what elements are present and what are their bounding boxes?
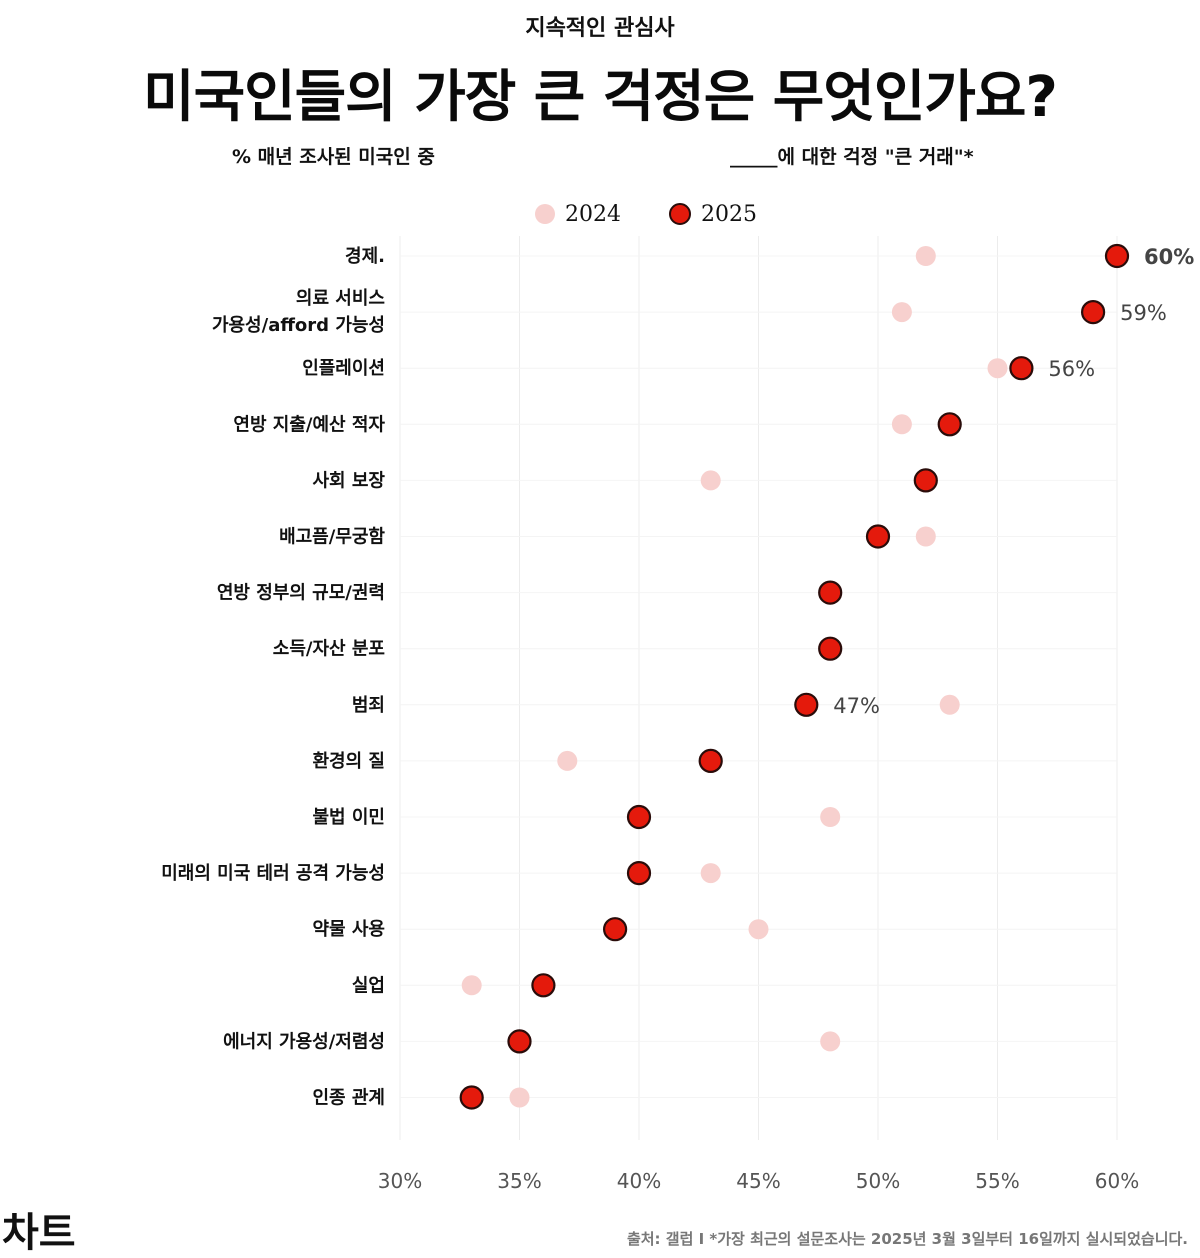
- legend-item-2025: 2025: [669, 202, 757, 227]
- dot-2024: [557, 750, 578, 771]
- dot-2025: [698, 748, 723, 774]
- dot-2025: [507, 1029, 532, 1054]
- category-label: 소득/자산 분포: [273, 639, 385, 660]
- chart-kicker: 지속적인 관심사: [525, 16, 675, 41]
- category-label: 사회 보장: [312, 470, 385, 491]
- dot-2025: [913, 468, 938, 493]
- dot-2025: [794, 692, 819, 717]
- chart-subtitle-left: % 매년 조사된 미국인 중: [232, 146, 435, 168]
- x-tick-label: 40%: [617, 1169, 661, 1193]
- x-tick-label: 45%: [736, 1169, 780, 1193]
- legend-label-2024: 2024: [565, 201, 621, 227]
- dot-2024: [820, 1031, 841, 1052]
- category-label: 의료 서비스 가용성/afford 가능성: [212, 288, 385, 336]
- chart-title: 미국인들의 가장 큰 걱정은 무엇인가요?: [143, 65, 1058, 130]
- source-note: 출처: 갤럽 I *가장 최근의 설문조사는 2025년 3월 3일부터 16일…: [626, 1230, 1188, 1248]
- x-tick-label: 55%: [975, 1169, 1019, 1193]
- data-label: 56%: [1048, 357, 1095, 381]
- dot-2024: [700, 470, 721, 491]
- dot-2025: [937, 412, 962, 437]
- chart-subtitle-right: _____에 대한 걱정 "큰 거래"*: [730, 146, 974, 168]
- category-label: 에너지 가용성/저렴성: [223, 1031, 385, 1052]
- category-label: 배고픔/무궁함: [279, 526, 385, 548]
- category-label: 연방 정부의 규모/권력: [217, 583, 385, 604]
- category-label: 연방 지출/예산 적자: [233, 414, 385, 435]
- data-label: 59%: [1120, 301, 1167, 325]
- dot-2024: [891, 302, 912, 323]
- dot-2025: [531, 973, 556, 998]
- legend-swatch-2025: [669, 203, 691, 225]
- data-label: 47%: [833, 694, 880, 718]
- category-label: 인종 관계: [312, 1088, 385, 1109]
- chart-legend: 2024 2025: [535, 198, 757, 230]
- legend-swatch-2024: [535, 204, 555, 224]
- dot-2025: [459, 1085, 484, 1110]
- category-label: 미래의 미국 테러 공격 가능성: [161, 863, 385, 884]
- dot-2025: [818, 580, 843, 605]
- x-tick-label: 60%: [1095, 1169, 1139, 1193]
- x-tick-label: 30%: [378, 1169, 422, 1193]
- category-label: 환경의 질: [312, 750, 385, 772]
- dot-2024: [748, 919, 769, 940]
- dot-2025: [626, 804, 652, 830]
- category-label: 인플레이션: [302, 358, 385, 379]
- brand-logo-text: 차트: [2, 1210, 76, 1256]
- data-label: 60%: [1144, 245, 1194, 269]
- dot-2024: [461, 975, 482, 996]
- dot-2024: [939, 694, 960, 715]
- dot-2024: [891, 414, 912, 435]
- legend-item-2024: 2024: [535, 202, 621, 227]
- category-label: 경제.: [345, 246, 385, 267]
- dot-2025: [1009, 356, 1034, 381]
- dot-2024: [509, 1087, 530, 1108]
- dot-2025: [1080, 300, 1106, 325]
- dot-2024: [820, 807, 841, 827]
- dot-2025: [1104, 243, 1130, 269]
- x-tick-label: 50%: [856, 1169, 900, 1193]
- dot-2024: [915, 246, 936, 266]
- dot-2025: [865, 524, 891, 549]
- dot-2025: [602, 917, 628, 942]
- dot-2024: [915, 526, 936, 547]
- legend-label-2025: 2025: [701, 201, 757, 227]
- category-label: 불법 이민: [312, 807, 385, 828]
- category-label: 실업: [352, 975, 385, 996]
- x-tick-label: 35%: [497, 1169, 541, 1193]
- dot-2025: [626, 860, 652, 886]
- dot-2024: [987, 358, 1008, 379]
- category-label: 약물 사용: [312, 918, 385, 940]
- dot-2024: [700, 863, 721, 884]
- category-label: 범죄: [352, 695, 385, 716]
- dot-2025: [818, 636, 843, 661]
